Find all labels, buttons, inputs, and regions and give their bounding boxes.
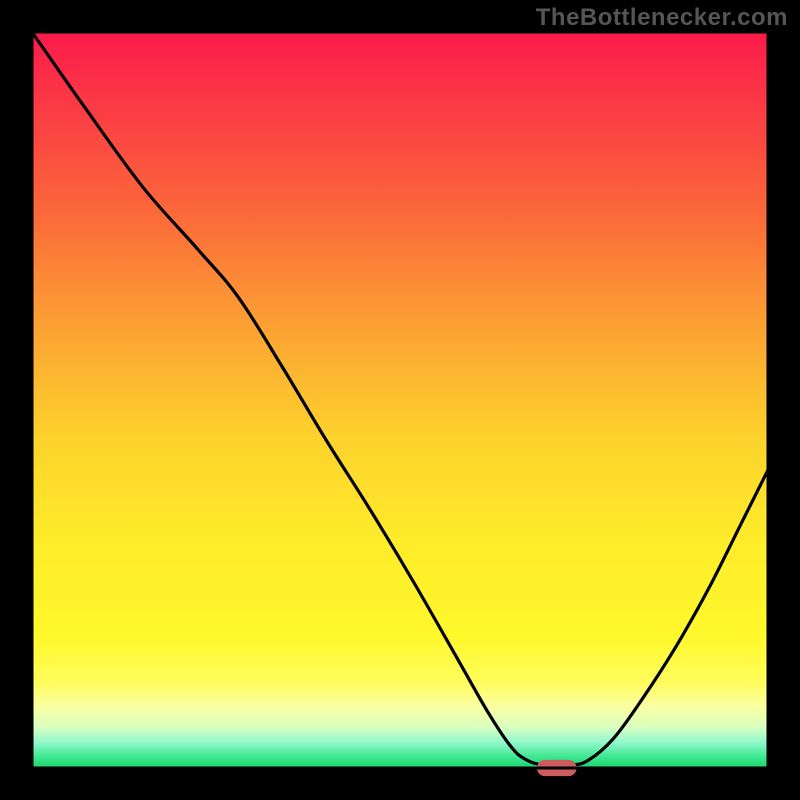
plot-background xyxy=(32,32,768,768)
bottleneck-chart xyxy=(0,0,800,800)
watermark-text: TheBottlenecker.com xyxy=(536,4,788,32)
chart-stage: TheBottlenecker.com xyxy=(0,0,800,800)
